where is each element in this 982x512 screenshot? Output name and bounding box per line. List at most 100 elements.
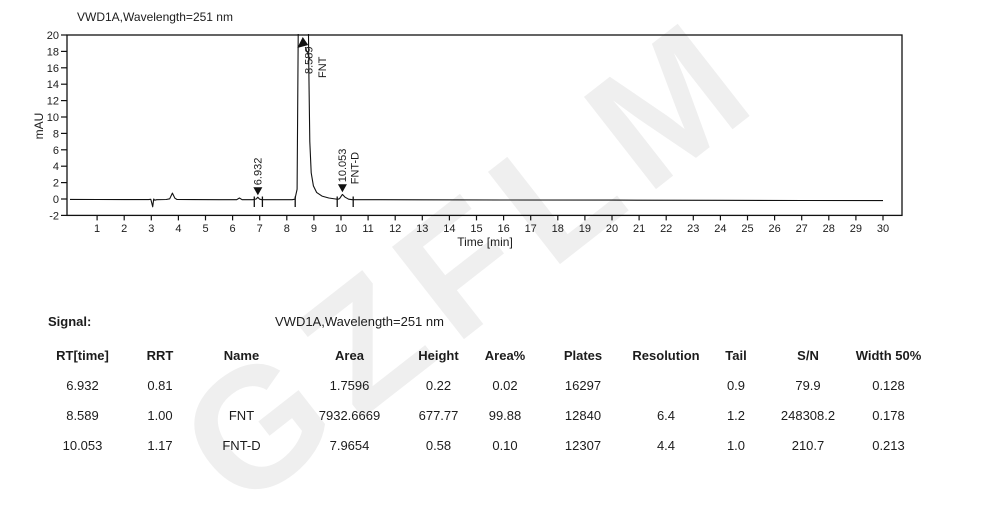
table-cell: 12307 [564, 437, 602, 453]
y-tick-label: 0 [53, 194, 59, 206]
x-tick-label: 13 [416, 223, 428, 235]
y-tick-label: 18 [47, 46, 59, 58]
x-tick-label: 1 [94, 223, 100, 235]
x-tick-label: 14 [443, 223, 455, 235]
results-section: Signal: VWD1A,Wavelength=251 nm RT[time]… [0, 308, 982, 453]
chart-title: VWD1A,Wavelength=251 nm [77, 10, 233, 24]
table-cell: 0.10 [492, 437, 518, 453]
x-tick-label: 23 [687, 223, 699, 235]
table-cell: 7.9654 [329, 437, 370, 453]
table-header-cell: Area [335, 347, 364, 363]
x-tick-label: 25 [741, 223, 753, 235]
table-cell: 0.9 [726, 377, 746, 393]
peak-rt-label: 6.932 [252, 158, 264, 186]
table-cell: 16297 [564, 377, 602, 393]
table-header-cell: RRT [146, 347, 174, 363]
x-tick-label: 11 [362, 223, 373, 235]
peak-apex-marker [253, 187, 263, 196]
table-header-cell: Area% [484, 347, 526, 363]
peak-rt-label: 8.589 [303, 46, 315, 74]
x-tick-label: 7 [257, 223, 263, 235]
table-cell: 1.00 [147, 407, 173, 423]
x-tick-label: 10 [335, 223, 347, 235]
table-header-cell: Name [223, 347, 260, 363]
table-cell: 99.88 [488, 407, 522, 423]
y-tick-label: 16 [47, 63, 59, 75]
chromatogram-svg: VWD1A,Wavelength=251 nm mAU Time [min] 2… [32, 10, 903, 249]
table-cell: 0.81 [147, 377, 173, 393]
table-cell: 0.58 [425, 437, 452, 453]
x-tick-label: 28 [823, 223, 835, 235]
table-cell: 12840 [564, 407, 602, 423]
y-axis-label: mAU [32, 113, 46, 140]
peak-apex-marker [297, 37, 309, 48]
x-tick-label: 2 [121, 223, 127, 235]
x-tick-label: 15 [470, 223, 482, 235]
x-tick-label: 16 [497, 223, 509, 235]
y-tick-label: 20 [47, 30, 59, 42]
x-tick-label: 6 [230, 223, 236, 235]
x-tick-label: 8 [284, 223, 290, 235]
table-cell: 210.7 [791, 437, 825, 453]
table-cell: 6.932 [66, 377, 99, 393]
x-axis-label: Time [min] [457, 235, 513, 249]
x-tick-label: 29 [850, 223, 862, 235]
table-cell: 248308.2 [780, 407, 836, 423]
table-header-cell: RT[time] [56, 347, 109, 363]
x-tick-label: 3 [148, 223, 154, 235]
table-cell: FNT-D [222, 437, 261, 453]
peak-name-label: FNT [317, 56, 329, 78]
peak-name-label: FNT-D [349, 152, 361, 184]
peak-label-leader [304, 46, 311, 60]
table-cell: 1.17 [147, 437, 173, 453]
signal-line: Signal: VWD1A,Wavelength=251 nm [0, 308, 982, 334]
table-header-cell: S/N [797, 347, 819, 363]
table-cell: 4.4 [656, 437, 676, 453]
y-tick-label: 4 [53, 161, 59, 173]
peak-rt-label: 10.053 [337, 149, 349, 183]
y-tick-label: 14 [47, 79, 59, 91]
x-tick-label: 17 [525, 223, 537, 235]
y-tick-label: 12 [47, 96, 59, 108]
table-cell: 0.213 [872, 437, 905, 453]
x-tick-label: 18 [552, 223, 564, 235]
x-tick-label: 27 [796, 223, 808, 235]
table-cell: 1.0 [726, 437, 746, 453]
table-cell: 8.589 [66, 407, 99, 423]
table-cell: FNT [228, 407, 255, 423]
y-tick-label: 2 [53, 178, 59, 190]
x-tick-label: 5 [202, 223, 208, 235]
x-tick-label: 20 [606, 223, 618, 235]
x-tick-label: 22 [660, 223, 672, 235]
x-tick-label: 30 [877, 223, 889, 235]
table-cell: 0.22 [425, 377, 452, 393]
peak-apex-marker [337, 184, 347, 193]
table-cell: 0.128 [872, 377, 905, 393]
table-header-cell: Resolution [632, 347, 700, 363]
y-tick-label: 8 [53, 128, 59, 140]
signal-value: VWD1A,Wavelength=251 nm [275, 314, 444, 329]
table-header-cell: Height [418, 347, 459, 363]
table-cell: 7932.6669 [318, 407, 381, 423]
x-tick-label: 24 [714, 223, 726, 235]
signal-trace [69, 34, 884, 208]
table-cell: 677.77 [418, 407, 459, 423]
x-tick-label: 4 [175, 223, 181, 235]
table-header-cell: Width 50% [855, 347, 922, 363]
table-cell: 10.053 [62, 437, 103, 453]
table-cell: 1.7596 [329, 377, 370, 393]
table-cell: 6.4 [656, 407, 676, 423]
y-tick-label: -2 [49, 210, 59, 222]
y-tick-label: 6 [53, 145, 59, 157]
table-header-cell: Plates [563, 347, 603, 363]
table-header-cell: Tail [725, 347, 747, 363]
x-tick-label: 12 [389, 223, 401, 235]
x-tick-label: 26 [768, 223, 780, 235]
x-tick-label: 9 [311, 223, 317, 235]
x-tick-label: 19 [579, 223, 591, 235]
peak-results-table: RT[time] RRT Name Area Height Area% Plates Reso… [40, 340, 923, 460]
y-tick-label: 10 [47, 112, 59, 124]
table-cell: 0.178 [872, 407, 905, 423]
plot-frame [66, 34, 903, 217]
